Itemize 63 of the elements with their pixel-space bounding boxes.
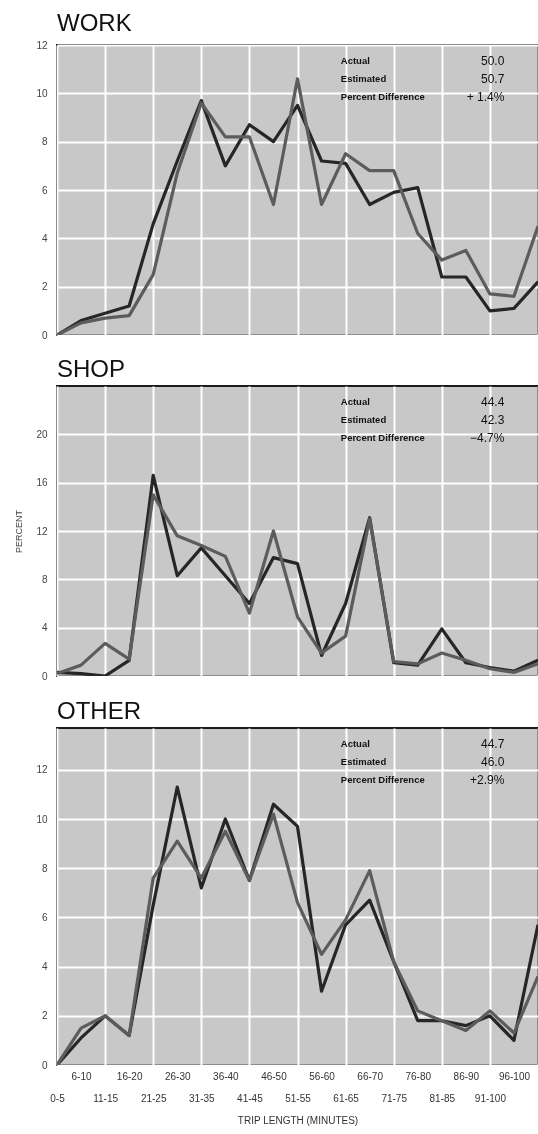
annotation: 50.0: [480, 54, 505, 68]
annotation: + 1.4%: [466, 90, 505, 104]
x-tick-label: 76-80: [405, 1070, 432, 1082]
x-tick-label: 91-100: [474, 1092, 507, 1104]
y-tick-label: 6: [41, 184, 48, 196]
x-tick-label: 16-20: [116, 1070, 143, 1082]
x-tick-label: 26-30: [164, 1070, 191, 1082]
x-tick-label: 31-35: [189, 1092, 216, 1104]
x-tick-label: 71-75: [381, 1092, 408, 1104]
x-tick-label: 61-65: [333, 1092, 360, 1104]
x-tick-label: 21-25: [140, 1092, 167, 1104]
chart-title: OTHER: [57, 697, 141, 724]
x-tick-label: 6-10: [71, 1070, 92, 1082]
annotation: 46.0: [480, 755, 505, 769]
x-tick-label: 56-60: [309, 1070, 336, 1082]
x-tick-label: 81-85: [429, 1092, 456, 1104]
x-tick-label: 41-45: [237, 1092, 264, 1104]
y-tick-label: 6: [41, 911, 48, 923]
y-tick-label: 10: [36, 87, 48, 99]
x-tick-label: 86-90: [453, 1070, 480, 1082]
annotation: Estimated: [340, 414, 387, 425]
y-tick-label: 0: [41, 329, 48, 341]
x-tick-label: 96-100: [498, 1070, 531, 1082]
annotation: Actual: [340, 396, 370, 407]
y-tick-label: 8: [41, 862, 48, 874]
y-tick-label: 8: [41, 136, 48, 148]
annotation: Actual: [340, 55, 370, 66]
annotation: Percent Difference: [340, 91, 425, 102]
annotation: 44.7: [480, 737, 505, 751]
annotation: Actual: [340, 738, 370, 749]
y-tick-label: 12: [36, 39, 48, 51]
chart-title: SHOP: [57, 355, 126, 382]
x-tick-label: 66-70: [357, 1070, 384, 1082]
x-tick-label: 11-15: [93, 1092, 119, 1104]
annotation: 50.7: [480, 72, 505, 86]
y-tick-label: 16: [36, 477, 48, 489]
y-tick-label: 10: [36, 813, 48, 825]
annotation: Estimated: [340, 756, 387, 767]
annotation: −4.7%: [469, 431, 505, 445]
x-tick-label: 0-5: [50, 1092, 66, 1104]
y-tick-label: 2: [41, 1010, 48, 1022]
y-tick-label: 8: [41, 573, 48, 585]
chart-title: WORK: [57, 9, 132, 36]
x-tick-label: 46-50: [261, 1070, 288, 1082]
annotation: 44.4: [480, 395, 505, 409]
y-tick-label: 0: [41, 1059, 48, 1071]
x-axis-title: TRIP LENGTH (MINUTES): [237, 1114, 359, 1126]
y-tick-label: 4: [41, 232, 48, 244]
y-tick-label: 2: [41, 281, 48, 293]
annotation: +2.9%: [469, 773, 505, 787]
annotation: Percent Difference: [340, 774, 425, 785]
annotation: 42.3: [480, 413, 505, 427]
y-tick-label: 4: [41, 961, 48, 973]
annotation: Estimated: [340, 73, 387, 84]
y-axis-title: PERCENT: [14, 509, 25, 554]
y-tick-label: 4: [41, 622, 48, 634]
x-tick-label: 51-55: [285, 1092, 312, 1104]
x-tick-label: 36-40: [213, 1070, 240, 1082]
y-tick-label: 12: [36, 525, 48, 537]
y-tick-label: 0: [41, 670, 48, 682]
y-tick-label: 12: [36, 764, 48, 776]
y-tick-label: 20: [36, 428, 48, 440]
annotation: Percent Difference: [340, 432, 425, 443]
